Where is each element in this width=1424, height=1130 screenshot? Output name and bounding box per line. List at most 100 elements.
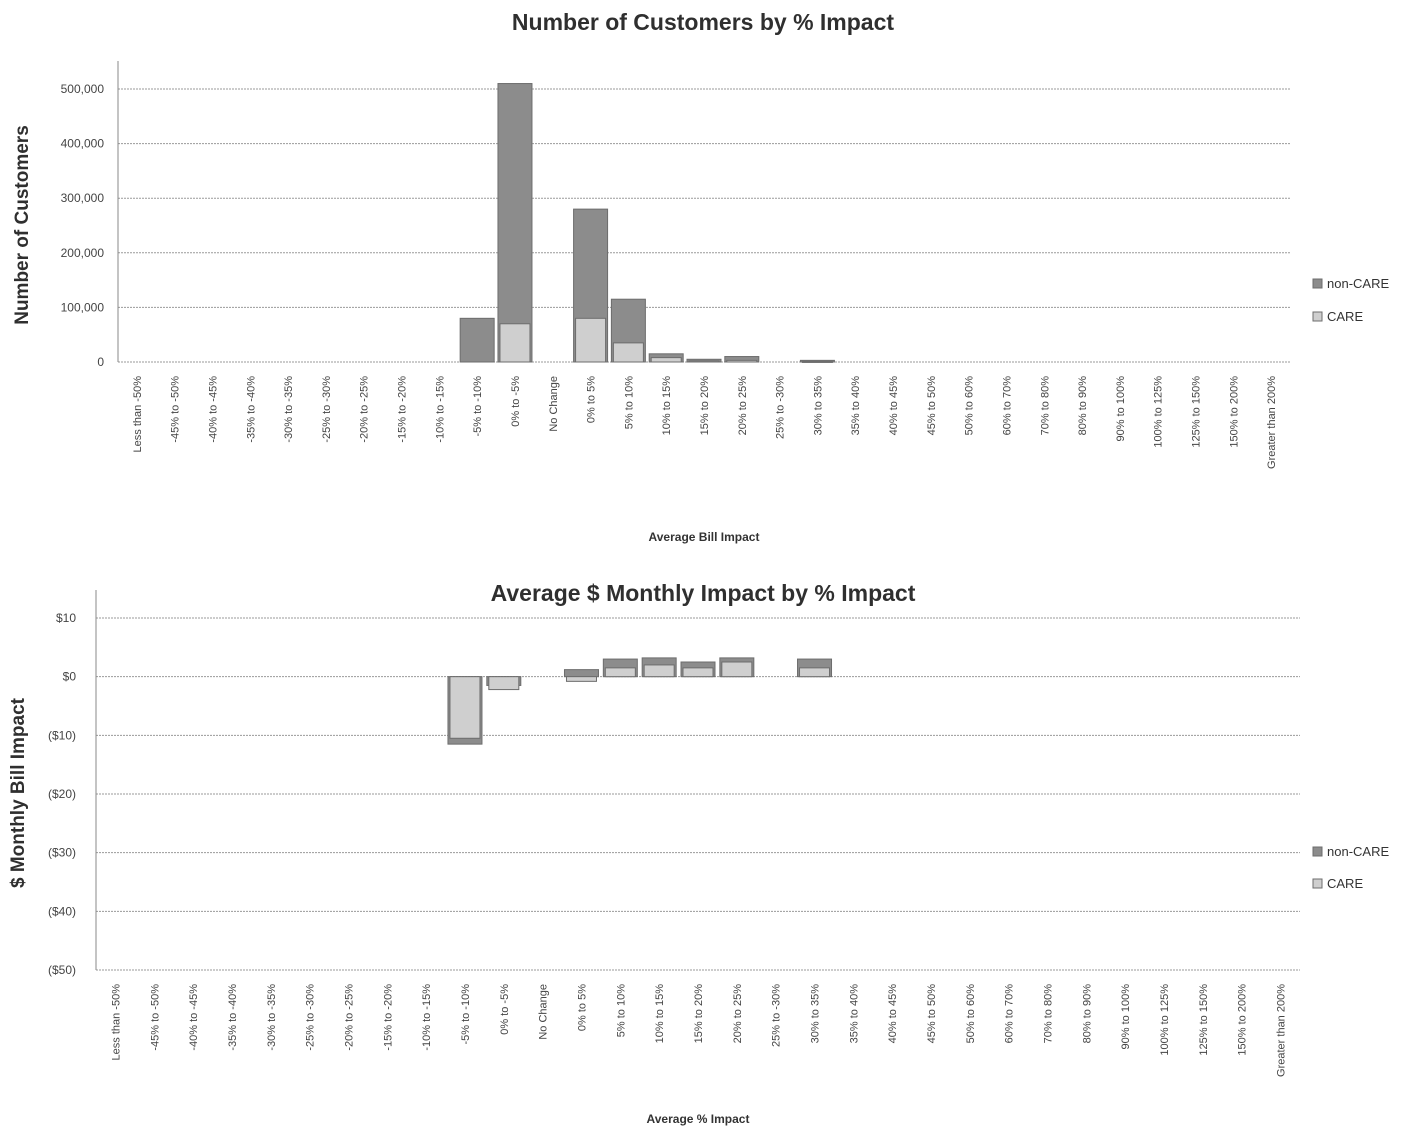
x-category-label: 5% to 10%	[623, 376, 635, 429]
x-category-label: 125% to 150%	[1198, 984, 1210, 1056]
x-category-label: 70% to 80%	[1043, 984, 1055, 1044]
bar-care	[565, 676, 597, 682]
x-category-label: 150% to 200%	[1228, 376, 1240, 448]
bar-care	[643, 664, 675, 678]
y-tick-label: ($50)	[48, 963, 76, 977]
x-category-label: 90% to 100%	[1115, 376, 1127, 442]
chart-title: Average $ Monthly Impact by % Impact	[491, 580, 916, 606]
x-category-label: 80% to 90%	[1077, 376, 1089, 436]
x-category-label: 50% to 60%	[965, 984, 977, 1044]
x-category-label: 70% to 80%	[1039, 376, 1051, 436]
legend-label: non-CARE	[1327, 276, 1389, 291]
x-category-label: 15% to 20%	[699, 376, 711, 436]
x-category-label: -20% to -25%	[359, 376, 371, 443]
legend-swatch	[1312, 278, 1323, 289]
x-category-label: 0% to -5%	[510, 376, 522, 427]
x-axis-label: Average Bill Impact	[649, 530, 760, 544]
x-axis-label: Average % Impact	[647, 1112, 750, 1126]
x-category-label: Greater than 200%	[1266, 376, 1278, 469]
bar-care	[721, 661, 753, 678]
x-category-label: Less than -50%	[132, 376, 144, 453]
bar-care	[688, 360, 720, 363]
x-category-label: -35% to -40%	[227, 984, 239, 1051]
bar-care	[575, 317, 607, 363]
x-category-label: 25% to -30%	[771, 984, 783, 1047]
y-tick-label: $0	[63, 670, 77, 684]
x-category-label: Less than -50%	[110, 984, 122, 1061]
bar-non-care	[563, 669, 599, 678]
x-category-label: 20% to 25%	[732, 984, 744, 1044]
bar-care	[612, 342, 644, 363]
x-category-label: -30% to -35%	[283, 376, 295, 443]
x-category-label: -25% to -30%	[321, 376, 333, 443]
legend-swatch	[1312, 311, 1323, 322]
y-tick-label: 200,000	[61, 246, 105, 260]
x-category-label: 100% to 125%	[1153, 376, 1165, 448]
x-category-label: -30% to -35%	[266, 984, 278, 1051]
x-category-label: 0% to 5%	[586, 376, 598, 423]
y-tick-label: 500,000	[61, 82, 105, 96]
x-category-label: 10% to 15%	[654, 984, 666, 1044]
x-category-label: 0% to -5%	[499, 984, 511, 1035]
y-axis-label: $ Monthly Bill Impact	[8, 697, 29, 888]
x-category-label: 90% to 100%	[1120, 984, 1132, 1050]
bar-care	[650, 357, 682, 363]
legend-swatch	[1312, 846, 1323, 857]
y-tick-label: ($20)	[48, 787, 76, 801]
x-category-label: -45% to -50%	[170, 376, 182, 443]
x-category-label: -5% to -10%	[460, 984, 472, 1045]
x-category-label: No Change	[548, 376, 560, 432]
bar-care	[726, 359, 758, 363]
x-category-label: 30% to 35%	[812, 376, 824, 436]
x-category-label: 45% to 50%	[926, 984, 938, 1044]
x-category-label: 40% to 45%	[887, 984, 899, 1044]
x-category-label: 80% to 90%	[1081, 984, 1093, 1044]
legend-label: CARE	[1327, 876, 1363, 891]
x-category-label: -15% to -20%	[397, 376, 409, 443]
y-tick-label: 300,000	[61, 191, 105, 205]
x-category-label: -20% to -25%	[343, 984, 355, 1051]
y-tick-label: 400,000	[61, 137, 105, 151]
x-category-label: -10% to -15%	[421, 984, 433, 1051]
x-category-label: -10% to -15%	[434, 376, 446, 443]
x-category-label: 15% to 20%	[693, 984, 705, 1044]
y-tick-label: ($10)	[48, 728, 76, 742]
x-category-label: 35% to 40%	[850, 376, 862, 436]
x-category-label: -40% to -45%	[188, 984, 200, 1051]
y-tick-label: $10	[56, 611, 76, 625]
x-category-label: 60% to 70%	[1001, 376, 1013, 436]
x-category-label: Greater than 200%	[1276, 984, 1288, 1077]
x-category-label: 125% to 150%	[1190, 376, 1202, 448]
chart-title: Number of Customers by % Impact	[512, 9, 894, 35]
bar-care	[799, 667, 831, 678]
legend-label: CARE	[1327, 309, 1363, 324]
x-category-label: 150% to 200%	[1237, 984, 1249, 1056]
y-tick-label: ($40)	[48, 904, 76, 918]
x-category-label: No Change	[538, 984, 550, 1040]
x-category-label: 40% to 45%	[888, 376, 900, 436]
x-category-label: 25% to -30%	[775, 376, 787, 439]
x-category-label: -15% to -20%	[382, 984, 394, 1051]
x-category-label: -5% to -10%	[472, 376, 484, 437]
x-category-label: 0% to 5%	[576, 984, 588, 1031]
x-category-label: -25% to -30%	[305, 984, 317, 1051]
bar-care	[801, 360, 833, 363]
bar-care	[449, 676, 481, 739]
chart-1: Number of Customers by % Impact Number of…	[12, 9, 1389, 544]
x-category-label: 45% to 50%	[926, 376, 938, 436]
y-axis-label: Number of Customers	[12, 125, 33, 325]
y-tick-label: 0	[97, 355, 104, 369]
chart-2: Average $ Monthly Impact by % Impact $ Mo…	[8, 580, 1389, 1126]
y-tick-label: ($30)	[48, 846, 76, 860]
x-category-label: 20% to 25%	[737, 376, 749, 436]
bar-care	[499, 323, 531, 363]
x-category-label: 10% to 15%	[661, 376, 673, 436]
y-tick-label: 100,000	[61, 300, 105, 314]
x-category-label: -45% to -50%	[149, 984, 161, 1051]
x-category-label: -40% to -45%	[208, 376, 220, 443]
bar-care	[488, 676, 520, 691]
x-category-label: -35% to -40%	[245, 376, 257, 443]
bar-non-care	[497, 83, 533, 363]
x-category-label: 5% to 10%	[615, 984, 627, 1037]
